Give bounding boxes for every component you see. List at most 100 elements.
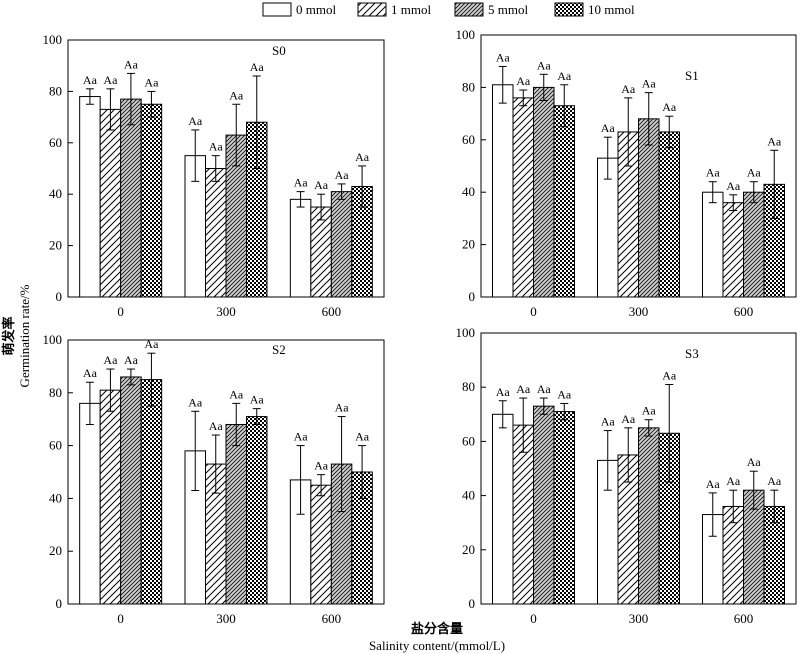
bar-1mmol [205, 168, 227, 298]
bar-10mmol [246, 416, 268, 605]
y-tick-label: 40 [462, 488, 475, 503]
bar-5mmol [120, 376, 142, 605]
y-tick-label: 60 [462, 433, 475, 448]
chart-panel-s0: 0 20 40 60 80 100 S0 0 Aa Aa Aa Aa 300 Aa Aa Aa Aa 600 Aa A… [43, 32, 385, 319]
bar-0mmol [492, 413, 514, 605]
bar-1mmol [99, 389, 122, 605]
legend-label: 1 mmol [391, 2, 431, 17]
legend-entry-10mmol: 10 mmol [554, 2, 635, 17]
x-tick-label: 0 [117, 611, 124, 626]
chart-panel-s2: 0 20 40 60 80 100 S2 0 Aa Aa Aa Aa 300 Aa Aa Aa Aa 600 Aa A… [43, 332, 385, 626]
y-tick-label: 0 [56, 596, 63, 611]
significance-label: Aa [250, 60, 265, 74]
legend-swatch-solid [262, 2, 292, 17]
significance-label: Aa [314, 459, 329, 473]
y-tick-label: 100 [456, 27, 476, 42]
legend-swatch-hatch [357, 2, 387, 17]
y-tick-label: 80 [49, 385, 62, 400]
bar-1mmol [310, 206, 332, 298]
panel-label: S0 [272, 43, 286, 58]
significance-label: Aa [747, 166, 762, 180]
bar-0mmol [79, 96, 101, 298]
y-tick-label: 60 [49, 135, 62, 150]
bar-10mmol [553, 105, 575, 298]
significance-label: Aa [621, 82, 636, 96]
significance-label: Aa [537, 58, 552, 72]
significance-label: Aa [726, 179, 741, 193]
significance-label: Aa [209, 419, 224, 433]
y-tick-label: 60 [462, 132, 475, 147]
significance-label: Aa [103, 353, 118, 367]
legend-swatch-dense-hatch [454, 2, 484, 17]
significance-label: Aa [103, 73, 118, 87]
significance-label: Aa [229, 387, 244, 401]
x-tick-label: 300 [629, 611, 649, 626]
significance-label: Aa [767, 474, 782, 488]
bar-1mmol [722, 202, 744, 298]
y-tick-label: 20 [49, 543, 62, 558]
bar-0mmol [492, 84, 514, 298]
significance-label: Aa [124, 57, 139, 71]
significance-label: Aa [601, 121, 616, 135]
bar-10mmol [553, 411, 575, 605]
bar-5mmol [120, 98, 142, 298]
significance-label: Aa [601, 415, 616, 429]
legend: 0 mmol 1 mmol 5 mmol 10 mmol [262, 2, 635, 17]
bar-10mmol [140, 379, 163, 605]
y-axis-title-en: Germination rate/% [17, 284, 32, 387]
significance-label: Aa [355, 430, 370, 444]
bar-5mmol [533, 405, 555, 605]
significance-label: Aa [83, 366, 98, 380]
significance-label: Aa [557, 69, 572, 83]
x-tick-label: 600 [734, 304, 754, 319]
significance-label: Aa [144, 337, 159, 351]
bar-5mmol [743, 191, 765, 298]
x-tick-label: 300 [216, 611, 236, 626]
legend-label: 5 mmol [488, 2, 528, 17]
y-axis-title: 萌发率 Germination rate/% [1, 284, 32, 387]
significance-label: Aa [516, 382, 531, 396]
significance-label: Aa [229, 88, 244, 102]
significance-label: Aa [294, 430, 309, 444]
bar-0mmol [289, 198, 312, 298]
y-tick-label: 20 [49, 238, 62, 253]
significance-label: Aa [706, 166, 721, 180]
legend-label: 0 mmol [296, 2, 336, 17]
y-tick-label: 80 [462, 79, 475, 94]
legend-entry-5mmol: 5 mmol [454, 2, 528, 17]
significance-label: Aa [642, 404, 657, 418]
y-tick-label: 80 [49, 83, 62, 98]
x-axis-title-en: Salinity content/(mmol/L) [369, 638, 505, 653]
significance-label: Aa [516, 74, 531, 88]
y-tick-label: 0 [469, 596, 476, 611]
significance-label: Aa [188, 395, 203, 409]
significance-label: Aa [335, 401, 350, 415]
bar-1mmol [99, 108, 122, 298]
significance-label: Aa [726, 474, 741, 488]
y-tick-label: 40 [462, 184, 475, 199]
bar-5mmol [330, 191, 353, 298]
significance-label: Aa [144, 75, 159, 89]
significance-label: Aa [767, 134, 782, 148]
significance-label: Aa [496, 385, 511, 399]
bar-5mmol [638, 427, 660, 605]
chart-panel-s1: 0 20 40 60 80 100 S1 0 Aa Aa Aa Aa 300 Aa Aa Aa Aa 600 Aa A… [456, 27, 797, 319]
x-tick-label: 600 [322, 611, 342, 626]
y-axis-title-zh: 萌发率 [1, 316, 16, 355]
x-axis-title: 盐分含量 Salinity content/(mmol/L) [369, 621, 505, 653]
bar-10mmol [140, 103, 163, 298]
panel-label: S2 [272, 342, 286, 357]
significance-label: Aa [124, 353, 139, 367]
significance-label: Aa [335, 168, 350, 182]
y-tick-label: 100 [456, 325, 476, 340]
x-axis-title-zh: 盐分含量 [411, 621, 463, 636]
chart-panel-s3: 0 20 40 60 80 100 S3 0 Aa Aa Aa Aa 300 Aa Aa Aa Aa 600 Aa A… [456, 325, 797, 626]
significance-label: Aa [496, 50, 511, 64]
bar-1mmol [310, 484, 332, 605]
significance-label: Aa [250, 393, 265, 407]
y-tick-label: 40 [49, 186, 62, 201]
significance-label: Aa [209, 140, 224, 154]
legend-swatch-checker [554, 2, 584, 17]
x-tick-label: 0 [530, 611, 537, 626]
